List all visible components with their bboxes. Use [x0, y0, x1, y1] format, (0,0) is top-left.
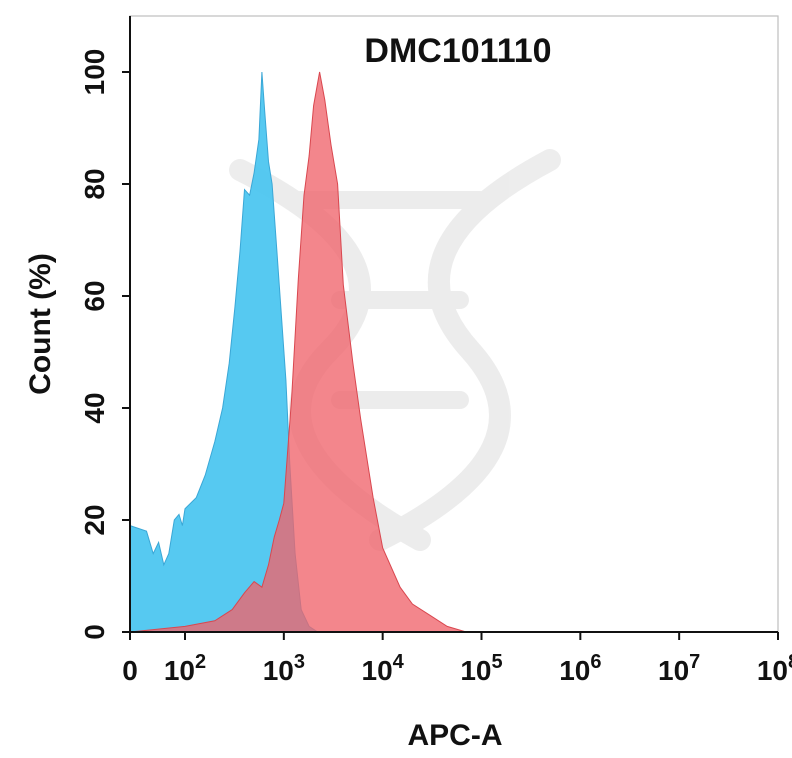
x-tick-label: 104 [362, 651, 405, 686]
x-tick-label: 108 [757, 651, 792, 686]
y-axis-label: Count (%) [24, 253, 57, 395]
x-tick-label: 102 [164, 651, 206, 686]
series-area-2 [129, 71, 482, 633]
y-tick-label: 80 [79, 168, 110, 199]
x-axis: 0 102 103 104 105 106 107 108 [122, 631, 792, 686]
x-tick-label: 107 [658, 651, 700, 686]
series-area-1 [129, 71, 320, 633]
y-tick-label: 20 [79, 504, 110, 535]
y-tick-label: 40 [79, 392, 110, 423]
y-axis: 0 20 40 60 80 100 [79, 16, 131, 640]
chart-title: DMC101110 [364, 32, 551, 70]
x-tick-label: 105 [460, 651, 502, 686]
x-tick-label: 103 [263, 651, 305, 686]
x-axis-label: APC-A [408, 719, 503, 752]
y-tick-label: 0 [79, 624, 110, 640]
series-layer [129, 71, 482, 633]
x-tick-label: 106 [559, 651, 601, 686]
y-tick-label: 100 [79, 49, 110, 96]
x-tick-label: 0 [122, 655, 138, 686]
y-tick-label: 60 [79, 280, 110, 311]
